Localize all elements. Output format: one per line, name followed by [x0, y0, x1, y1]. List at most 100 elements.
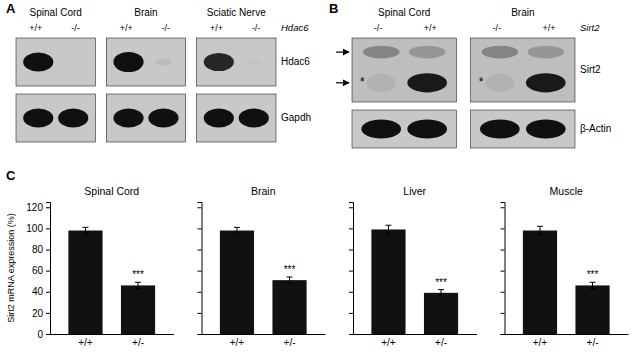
- asterisk: *: [360, 75, 365, 89]
- y-tick-mark: [349, 250, 353, 251]
- band: [361, 120, 401, 139]
- tissue-label: Spinal Cord: [378, 7, 430, 18]
- panel-title: Muscle: [550, 185, 583, 197]
- x-tick: +/+: [533, 334, 548, 348]
- significance: ***: [132, 269, 144, 280]
- x-tick-label: +/+: [381, 337, 396, 348]
- y-tick-mark: [501, 271, 505, 272]
- error-bar: [135, 282, 141, 288]
- plot-area: [371, 225, 458, 334]
- band: [113, 108, 143, 127]
- y-tick: [349, 228, 353, 229]
- y-tick-mark: [46, 250, 50, 251]
- band: [407, 120, 447, 139]
- plot-area: [220, 227, 307, 334]
- y-tick-mark: [46, 313, 50, 314]
- y-tick-label: 120: [26, 202, 43, 213]
- bar: [575, 285, 609, 334]
- error-cap: [287, 283, 293, 284]
- y-tick: 20: [32, 308, 50, 319]
- blot-box: [197, 94, 276, 142]
- error-bar: [287, 277, 293, 283]
- row-label: Sirt2: [580, 64, 601, 75]
- y-tick-mark: [349, 292, 353, 293]
- bar: [121, 285, 155, 334]
- error-bar: [537, 226, 543, 234]
- panel-title: Spinal Cord: [84, 185, 139, 197]
- error-cap: [590, 282, 596, 283]
- blot-box: [106, 94, 185, 142]
- error-cap: [135, 282, 141, 283]
- band: [363, 46, 400, 59]
- blot-box: [471, 38, 575, 102]
- band: [485, 74, 514, 92]
- y-tick: [198, 207, 202, 208]
- error-cap: [438, 289, 444, 290]
- y-tick-mark: [349, 334, 353, 335]
- y-tick-mark: [198, 271, 202, 272]
- x-tick-label: +/+: [78, 337, 93, 348]
- y-axis-title: Sirt2 mRNA expression (%): [6, 213, 16, 323]
- bar: [523, 231, 557, 334]
- x-tick: +/-: [132, 334, 144, 348]
- row-label: β-Actin: [580, 123, 611, 134]
- y-tick-mark: [46, 334, 50, 335]
- error-line: [592, 282, 593, 288]
- y-tick-mark: [198, 334, 202, 335]
- band: [482, 46, 519, 59]
- y-tick: [198, 250, 202, 251]
- y-tick-mark: [349, 271, 353, 272]
- x-axis: +/+ +/-: [51, 334, 175, 348]
- lane-label: +/+: [542, 23, 555, 33]
- x-tick-label: +/-: [587, 337, 599, 348]
- lane-label: -/-: [71, 23, 80, 33]
- error-line: [289, 277, 290, 283]
- y-tick-label: 20: [32, 308, 44, 319]
- band: [480, 120, 520, 139]
- plot-area: [523, 226, 610, 334]
- y-tick-label: 0: [37, 329, 43, 340]
- x-tick-label: +/+: [533, 337, 548, 348]
- plot-area: [68, 227, 155, 334]
- panel-label: B: [329, 1, 338, 16]
- y-tick-mark: [46, 271, 50, 272]
- lane-label: -/-: [374, 23, 383, 33]
- bar-panel: 020406080100120+/++/-Spinal CordSirt2 mR…: [6, 185, 174, 348]
- x-axis: +/+ +/-: [354, 334, 478, 348]
- x-axis: +/+ +/-: [505, 334, 629, 348]
- y-tick: [198, 313, 202, 314]
- lane-label: -/-: [162, 23, 171, 33]
- x-tick: +/+: [78, 334, 93, 348]
- y-tick-mark: [501, 250, 505, 251]
- y-tick-mark: [46, 228, 50, 229]
- tissue-label: Sciatic Nerve: [207, 7, 266, 18]
- lane-label: +/+: [29, 23, 42, 33]
- y-tick-mark: [501, 334, 505, 335]
- blot-panel: ASpinal Cord+/+-/-Brain+/+-/-Sciatic Ner…: [6, 1, 311, 142]
- band: [204, 108, 234, 127]
- gene-label: Hdac6: [281, 22, 309, 33]
- error-line: [388, 225, 389, 233]
- gene-label: Sirt2: [580, 22, 600, 33]
- error-cap: [287, 276, 293, 277]
- x-tick-label: +/-: [284, 337, 296, 348]
- y-tick: [198, 271, 202, 272]
- x-tick-label: +/-: [435, 337, 447, 348]
- band: [113, 52, 143, 72]
- error-bar: [438, 290, 444, 296]
- y-tick-mark: [198, 250, 202, 251]
- x-tick-label: +/-: [132, 337, 144, 348]
- y-axis: [198, 203, 203, 335]
- y-tick-mark: [501, 313, 505, 314]
- y-tick: [501, 250, 505, 251]
- y-tick-mark: [198, 207, 202, 208]
- band: [156, 58, 172, 65]
- y-tick-label: 100: [26, 223, 43, 234]
- y-tick-label: 40: [32, 286, 44, 297]
- y-tick: 120: [26, 202, 50, 213]
- significance: ***: [284, 264, 296, 275]
- error-cap: [537, 234, 543, 235]
- y-axis-line: [501, 203, 506, 335]
- y-tick: [501, 334, 505, 335]
- x-axis-line: [51, 334, 175, 335]
